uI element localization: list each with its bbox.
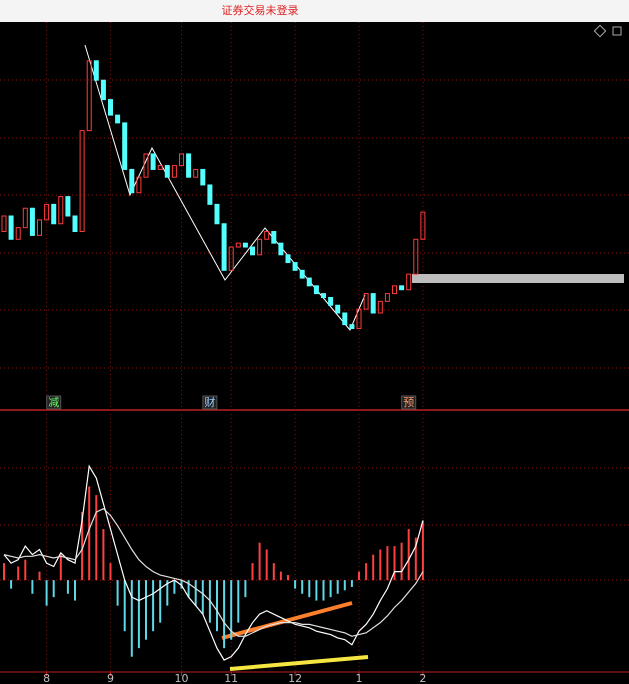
candle xyxy=(235,242,241,248)
event-marker xyxy=(46,395,62,410)
candle xyxy=(65,196,71,217)
event-label: 预 xyxy=(403,396,414,409)
x-tick-label: 9 xyxy=(107,672,114,684)
grid xyxy=(0,22,629,672)
candle xyxy=(271,231,277,244)
candle xyxy=(221,223,227,271)
candle xyxy=(285,254,291,264)
candle xyxy=(186,153,192,178)
candle xyxy=(100,79,106,101)
event-marker xyxy=(401,395,417,410)
x-tick-label: 2 xyxy=(419,672,426,684)
macd-line xyxy=(3,464,424,661)
candle xyxy=(257,238,263,256)
event-label: 减 xyxy=(48,396,59,409)
candle xyxy=(37,219,42,236)
candle xyxy=(228,246,234,271)
candle xyxy=(86,60,92,132)
x-tick-label: 12 xyxy=(288,672,302,684)
candle xyxy=(22,207,28,229)
candle xyxy=(58,196,64,225)
x-tick-label: 1 xyxy=(356,672,363,684)
candle xyxy=(72,215,78,233)
candle xyxy=(328,296,334,306)
candle xyxy=(392,285,397,295)
event-marker xyxy=(202,395,218,410)
candle xyxy=(264,231,270,240)
candle xyxy=(1,215,7,233)
candle xyxy=(384,293,390,302)
macd-line xyxy=(3,507,424,637)
candle xyxy=(370,293,376,314)
candle xyxy=(399,285,405,291)
title-bar xyxy=(0,0,629,22)
candle xyxy=(342,312,348,326)
wave-line xyxy=(84,44,366,331)
candle xyxy=(335,304,341,314)
candle xyxy=(150,153,156,170)
candle xyxy=(115,114,121,124)
candle xyxy=(242,242,248,248)
candle xyxy=(214,203,220,225)
login-status: 证券交易未登录 xyxy=(222,3,299,17)
candle xyxy=(51,203,57,225)
candle xyxy=(292,262,298,271)
candle xyxy=(363,293,369,310)
candle xyxy=(179,153,184,167)
candle xyxy=(200,168,206,186)
candle xyxy=(15,227,21,240)
candle xyxy=(406,273,412,291)
diamond-icon[interactable] xyxy=(593,24,607,38)
candle xyxy=(122,122,128,170)
candle xyxy=(306,277,312,287)
candle xyxy=(313,285,319,295)
price-bar xyxy=(412,274,624,283)
candle xyxy=(29,207,35,236)
x-tick-label: 11 xyxy=(224,672,238,684)
candle xyxy=(250,246,255,256)
candle xyxy=(420,211,426,240)
candle xyxy=(193,168,199,178)
event-label: 财 xyxy=(204,395,215,409)
candle xyxy=(157,165,163,170)
candle xyxy=(164,165,170,178)
candle xyxy=(299,269,305,279)
candle xyxy=(8,215,14,240)
candle xyxy=(356,308,362,330)
candle xyxy=(278,242,284,256)
candle xyxy=(207,184,213,205)
candle xyxy=(79,130,85,233)
window-icon[interactable] xyxy=(612,26,622,36)
candle xyxy=(321,293,326,298)
candle xyxy=(136,176,142,194)
trend-line xyxy=(229,655,369,671)
x-tick-label: 8 xyxy=(43,672,50,684)
candle xyxy=(413,238,419,275)
candle xyxy=(171,165,177,178)
candle xyxy=(349,324,355,330)
candle xyxy=(93,60,99,81)
candle xyxy=(129,168,135,194)
candle xyxy=(44,203,50,221)
candle xyxy=(377,300,383,314)
candle xyxy=(143,153,149,178)
x-tick-label: 10 xyxy=(175,672,189,684)
candle xyxy=(108,99,113,116)
